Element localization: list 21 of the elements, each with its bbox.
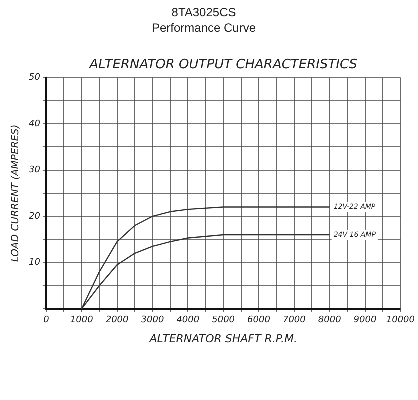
chart-title: 8TA3025CS <box>172 6 236 20</box>
x-tick-label: 9000 <box>354 316 377 326</box>
y-tick-label: 10 <box>29 258 41 268</box>
x-tick-label: 1000 <box>70 316 94 326</box>
x-tick-label: 8000 <box>318 316 342 326</box>
x-tick-label: 0 <box>44 316 50 326</box>
x-tick-label: 5000 <box>212 316 236 326</box>
x-tick-label: 4000 <box>176 316 200 326</box>
chart-subtitle: Performance Curve <box>152 20 256 35</box>
y-axis-title: LOAD CURRENT (AMPERES) <box>10 124 22 262</box>
x-axis-title: ALTERNATOR SHAFT R.P.M. <box>148 332 298 346</box>
x-tick-label: 3000 <box>141 316 164 326</box>
text: ALTERNATOR OUTPUT CHARACTERISTICS <box>88 58 358 73</box>
x-tick-label: 7000 <box>282 316 306 326</box>
y-tick-label: 50 <box>29 73 41 84</box>
x-tick-label: 10000 <box>386 316 416 326</box>
x-tick-label: 2000 <box>106 316 130 326</box>
y-tick-label: 40 <box>29 119 41 130</box>
y-tick-label: 30 <box>29 166 41 176</box>
x-tick-label: 6000 <box>248 316 271 326</box>
y-tick-label: 20 <box>29 212 41 222</box>
